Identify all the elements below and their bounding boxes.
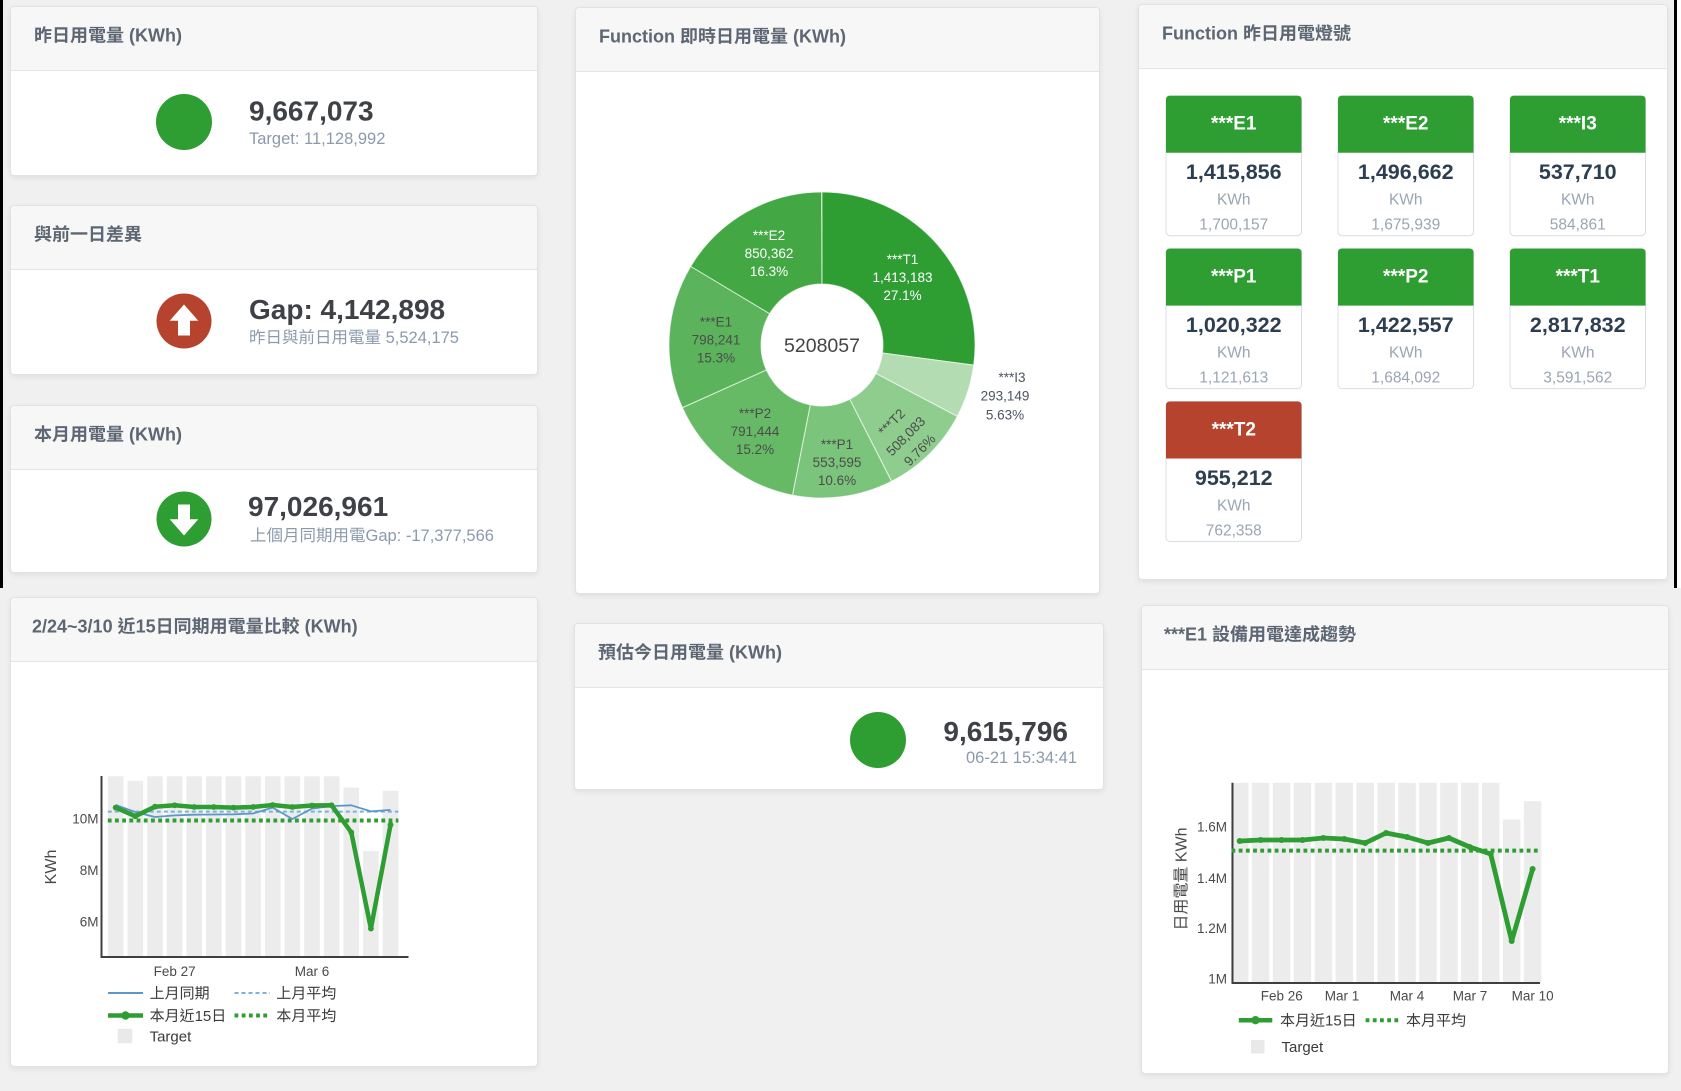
svg-text:15: 15 xyxy=(1325,1013,1342,1030)
svg-text:27.1%: 27.1% xyxy=(883,288,921,303)
svg-text:1,415,856: 1,415,856 xyxy=(1186,160,1282,184)
svg-text:KWh: KWh xyxy=(1561,345,1595,362)
svg-text:97,026,961: 97,026,961 xyxy=(248,491,388,522)
svg-text:553,595: 553,595 xyxy=(813,455,862,470)
svg-text:***E1: ***E1 xyxy=(1211,114,1257,135)
svg-text:***I3: ***I3 xyxy=(998,370,1025,385)
svg-text:***P2: ***P2 xyxy=(739,406,771,421)
svg-text:1,496,662: 1,496,662 xyxy=(1358,160,1454,184)
svg-text:Function: Function xyxy=(1162,24,1238,44)
svg-text:15: 15 xyxy=(136,617,156,637)
svg-text:06-21 15:34:41: 06-21 15:34:41 xyxy=(966,749,1077,767)
svg-text:1.2M: 1.2M xyxy=(1197,921,1227,936)
svg-text:584,861: 584,861 xyxy=(1550,217,1606,234)
svg-text:Feb 26: Feb 26 xyxy=(1261,988,1303,1003)
svg-text:***T1: ***T1 xyxy=(1556,267,1601,288)
svg-text:2,817,832: 2,817,832 xyxy=(1530,313,1626,337)
svg-text:(KWh): (KWh) xyxy=(729,643,782,663)
svg-text:KWh: KWh xyxy=(1389,345,1423,362)
svg-text:1.6M: 1.6M xyxy=(1197,820,1227,835)
svg-text:1,020,322: 1,020,322 xyxy=(1186,313,1282,337)
svg-text:8M: 8M xyxy=(80,863,99,878)
svg-text:KWh: KWh xyxy=(1217,192,1251,209)
svg-text:***I3: ***I3 xyxy=(1559,114,1597,135)
svg-text:16.3%: 16.3% xyxy=(750,264,788,279)
svg-text:***T2: ***T2 xyxy=(1212,420,1256,441)
svg-text:***P2: ***P2 xyxy=(1383,267,1428,288)
svg-text:***P1: ***P1 xyxy=(821,437,853,452)
svg-text:-17,377,566: -17,377,566 xyxy=(406,527,494,545)
svg-text:1.4M: 1.4M xyxy=(1197,871,1227,886)
svg-text:Gap: 4,142,898: Gap: 4,142,898 xyxy=(249,294,445,325)
svg-text:1M: 1M xyxy=(1208,971,1227,986)
svg-text:KWh: KWh xyxy=(1174,827,1191,862)
svg-text:1,700,157: 1,700,157 xyxy=(1199,217,1268,234)
svg-text:Target: Target xyxy=(150,1029,193,1046)
svg-text:(KWh): (KWh) xyxy=(305,617,358,637)
svg-text:9,667,073: 9,667,073 xyxy=(249,96,374,127)
svg-text:10.6%: 10.6% xyxy=(818,473,856,488)
svg-text:KWh: KWh xyxy=(1561,192,1595,209)
svg-text:Target: Target xyxy=(1282,1039,1325,1056)
svg-text:1,422,557: 1,422,557 xyxy=(1358,313,1454,337)
svg-text:15: 15 xyxy=(195,1008,212,1025)
svg-text:Feb 27: Feb 27 xyxy=(154,964,196,979)
svg-text:(KWh): (KWh) xyxy=(793,27,846,47)
svg-text:1,675,939: 1,675,939 xyxy=(1371,217,1440,234)
svg-text:***E1: ***E1 xyxy=(1164,625,1207,645)
svg-text:Mar 6: Mar 6 xyxy=(295,964,330,979)
svg-text:9,615,796: 9,615,796 xyxy=(943,716,1068,747)
svg-text:***E2: ***E2 xyxy=(753,228,785,243)
svg-text:10M: 10M xyxy=(72,812,98,827)
svg-text:***P1: ***P1 xyxy=(1211,267,1257,288)
svg-text:Function: Function xyxy=(599,27,675,47)
svg-text:Mar 7: Mar 7 xyxy=(1453,988,1488,1003)
svg-text:(KWh): (KWh) xyxy=(129,26,182,46)
svg-text:KWh: KWh xyxy=(43,850,60,885)
svg-text:762,358: 762,358 xyxy=(1206,522,1262,539)
svg-text:798,241: 798,241 xyxy=(692,332,741,347)
svg-text:2/24~3/10: 2/24~3/10 xyxy=(32,617,113,637)
svg-text:15.2%: 15.2% xyxy=(736,442,774,457)
svg-text:3,591,562: 3,591,562 xyxy=(1543,370,1612,387)
svg-text:Mar 1: Mar 1 xyxy=(1325,988,1360,1003)
svg-text:***E1: ***E1 xyxy=(700,314,732,329)
svg-text:KWh: KWh xyxy=(1217,345,1251,362)
svg-text:5.63%: 5.63% xyxy=(986,407,1024,422)
svg-text:5208057: 5208057 xyxy=(784,335,860,357)
svg-text:1,121,613: 1,121,613 xyxy=(1199,370,1268,387)
svg-text:Mar 4: Mar 4 xyxy=(1390,988,1425,1003)
svg-text:5,524,175: 5,524,175 xyxy=(386,329,459,347)
svg-text:Mar 10: Mar 10 xyxy=(1512,988,1554,1003)
svg-text:KWh: KWh xyxy=(1389,192,1423,209)
svg-text:Gap:: Gap: xyxy=(366,527,402,545)
svg-text:***E2: ***E2 xyxy=(1383,114,1428,135)
svg-text:***T1: ***T1 xyxy=(887,252,919,267)
svg-text:1,413,183: 1,413,183 xyxy=(872,270,932,285)
svg-text:1,684,092: 1,684,092 xyxy=(1371,370,1440,387)
svg-text:KWh: KWh xyxy=(1217,497,1251,514)
svg-text:15.3%: 15.3% xyxy=(697,350,735,365)
svg-text:(KWh): (KWh) xyxy=(129,425,182,445)
svg-text:293,149: 293,149 xyxy=(981,389,1030,404)
svg-text:791,444: 791,444 xyxy=(731,424,780,439)
svg-text:Target: 11,128,992: Target: 11,128,992 xyxy=(249,130,385,148)
svg-text:6M: 6M xyxy=(80,914,99,929)
svg-text:850,362: 850,362 xyxy=(745,246,794,261)
svg-text:955,212: 955,212 xyxy=(1195,466,1273,490)
svg-text:537,710: 537,710 xyxy=(1539,160,1617,184)
